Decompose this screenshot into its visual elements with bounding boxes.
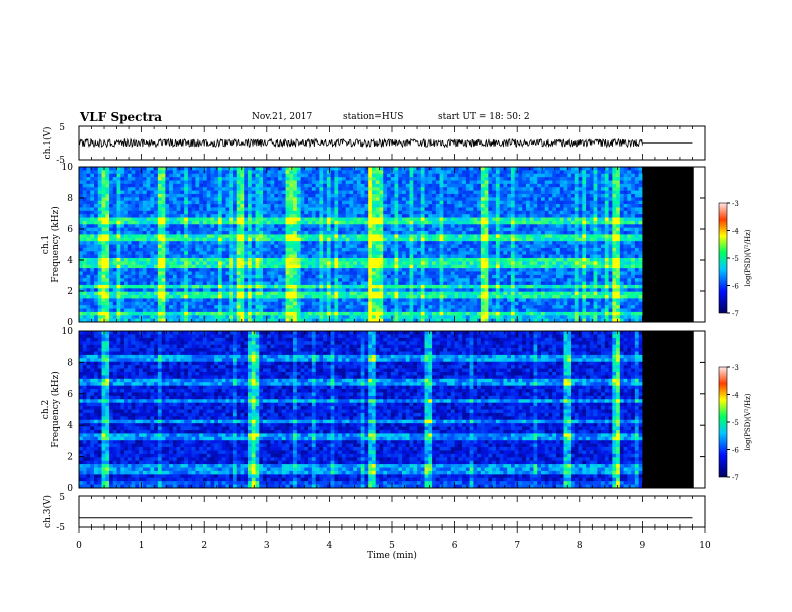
ch2-colorbar bbox=[718, 366, 728, 478]
ch3-ylabel: ch.3(V) bbox=[42, 495, 53, 528]
x-tick-label: 3 bbox=[264, 541, 270, 551]
x-tick-label: 5 bbox=[389, 541, 395, 551]
ch1-nodata-block bbox=[642, 167, 694, 322]
ch2-nodata-block bbox=[642, 331, 694, 488]
x-tick-label: 10 bbox=[699, 541, 711, 551]
ch2-colorbar-label: log(PSD)(V²/Hz) bbox=[744, 393, 752, 450]
ch2-ytick-label: 2 bbox=[67, 453, 73, 463]
ch1-ytick-label: 8 bbox=[67, 194, 73, 204]
ch2-ytick-label: 8 bbox=[67, 358, 73, 368]
ch3-ytick-label: -5 bbox=[56, 523, 65, 533]
ch2-colorbar-tick-label: -7 bbox=[732, 474, 739, 482]
ch1-colorbar-label: log(PSD)(V²/Hz) bbox=[744, 229, 752, 286]
x-tick-label: 8 bbox=[577, 541, 583, 551]
chart-title: VLF Spectra bbox=[80, 110, 163, 124]
x-tick-label: 1 bbox=[139, 541, 145, 551]
ch1-colorbar bbox=[718, 202, 728, 314]
ch1-colorbar-tick-label: -6 bbox=[732, 283, 739, 291]
header-start-time: start UT = 18: 50: 2 bbox=[438, 112, 530, 122]
x-tick-label: 0 bbox=[76, 541, 82, 551]
ch1-ytick-label: -5 bbox=[56, 156, 65, 166]
x-tick-label: 2 bbox=[201, 541, 207, 551]
ch2-ytick-label: 6 bbox=[67, 390, 73, 400]
x-tick-label: 9 bbox=[640, 541, 646, 551]
ch2-ytick-label: 0 bbox=[67, 484, 73, 494]
ch1-waveform-trace bbox=[78, 137, 643, 149]
x-tick-label: 4 bbox=[327, 541, 333, 551]
ch2-colorbar-tick-label: -5 bbox=[732, 419, 739, 427]
ch1-ylabel-channel: ch.1 bbox=[41, 235, 51, 254]
x-axis-label: Time (min) bbox=[367, 550, 417, 561]
ch3-ytick-label: 5 bbox=[59, 493, 65, 503]
x-tick-label: 6 bbox=[452, 541, 458, 551]
ch1-colorbar-tick-label: -7 bbox=[732, 310, 739, 318]
ch2-ylabel-channel: ch.2 bbox=[41, 400, 51, 419]
header-station: station=HUS bbox=[343, 112, 404, 122]
ch2-colorbar-tick-label: -4 bbox=[732, 392, 739, 400]
ch1-ylabel: ch.1(V) bbox=[42, 127, 53, 160]
ch1-ytick-label: 2 bbox=[67, 287, 73, 297]
ch1-colorbar-tick-label: -4 bbox=[732, 228, 739, 236]
ch1-ytick-label: 0 bbox=[67, 318, 73, 328]
ch2-ytick-label: 4 bbox=[67, 421, 73, 431]
ch1-ytick-label: 4 bbox=[67, 256, 73, 266]
ch1-spectrogram bbox=[79, 167, 643, 323]
ch1-ytick-label: 5 bbox=[59, 123, 65, 133]
ch1-colorbar-tick-label: -3 bbox=[732, 200, 739, 208]
ch1-ytick-label: 10 bbox=[62, 163, 74, 173]
ch2-colorbar-tick-label: -6 bbox=[732, 447, 739, 455]
ch2-ylabel-frequency: Frequency (kHz) bbox=[50, 371, 61, 448]
ch1-ytick-label: 6 bbox=[67, 225, 73, 235]
ch1-ylabel-frequency: Frequency (kHz) bbox=[50, 206, 61, 283]
header-date: Nov.21, 2017 bbox=[252, 112, 313, 122]
ch2-colorbar-tick-label: -3 bbox=[732, 364, 739, 372]
ch2-spectrogram bbox=[79, 331, 643, 489]
x-tick-label: 7 bbox=[514, 541, 520, 551]
ch1-colorbar-tick-label: -5 bbox=[732, 255, 739, 263]
ch2-ytick-label: 10 bbox=[62, 327, 74, 337]
